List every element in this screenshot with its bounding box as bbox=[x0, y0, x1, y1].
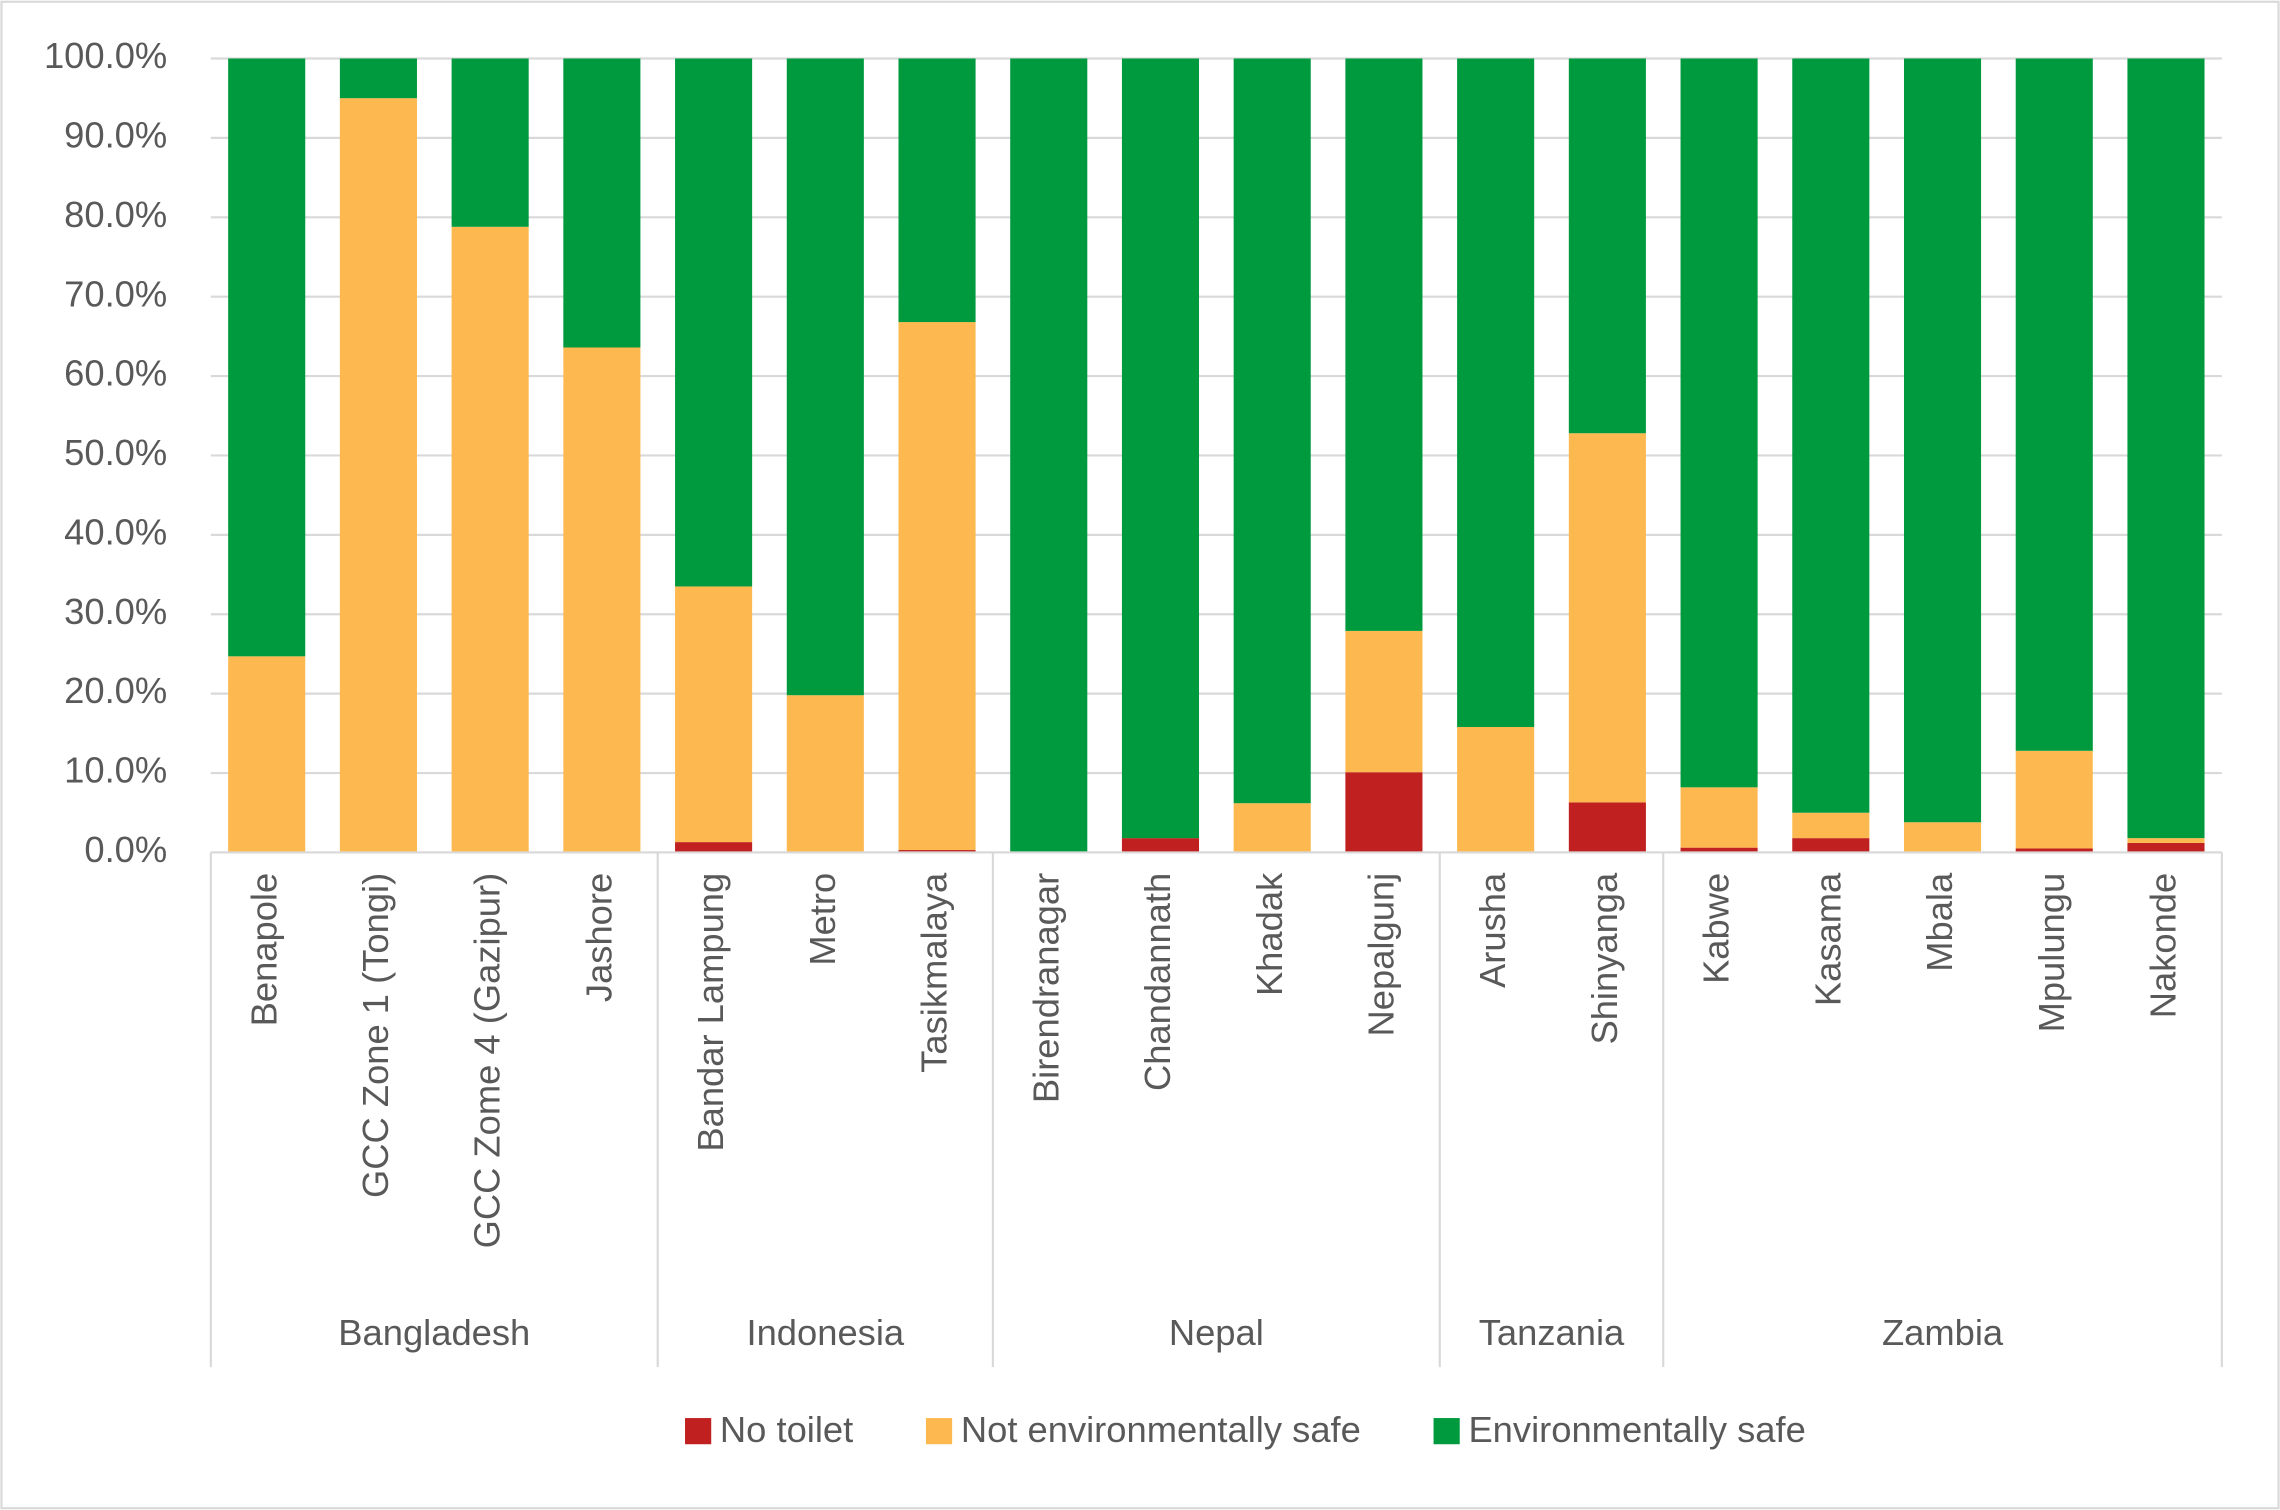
legend-swatch bbox=[925, 1418, 953, 1445]
group-label: Tanzania bbox=[1479, 1312, 1625, 1353]
bar-segment bbox=[898, 322, 976, 851]
bar-segment bbox=[675, 58, 753, 587]
bar-segment bbox=[2127, 842, 2205, 853]
bar-segment bbox=[786, 58, 864, 696]
x-tick-label: Bandar Lampung bbox=[690, 873, 731, 1152]
x-tick-label: Metro bbox=[802, 873, 843, 966]
x-tick-label: Khadak bbox=[1249, 872, 1290, 996]
x-tick-label: Tasikmalaya bbox=[914, 872, 955, 1073]
y-tick-label: 70.0% bbox=[64, 273, 167, 314]
x-tick-label: Shinyanga bbox=[1584, 872, 1625, 1045]
bar-segment bbox=[2127, 838, 2205, 843]
x-tick-label: Kasama bbox=[1807, 872, 1848, 1006]
bar-segment bbox=[898, 58, 976, 323]
legend-label: Not environmentally safe bbox=[961, 1409, 1361, 1450]
y-tick-label: 90.0% bbox=[64, 114, 167, 155]
bar-segment bbox=[451, 58, 529, 227]
bar-segment bbox=[1121, 838, 1200, 853]
bar-segment bbox=[451, 226, 529, 853]
x-tick-label: GCC Zome 4 (Gazipur) bbox=[467, 873, 508, 1249]
bar-segment bbox=[2015, 750, 2093, 849]
bar-segment bbox=[1792, 812, 1870, 839]
bar-segment bbox=[339, 58, 417, 99]
bar-segment bbox=[1680, 58, 1758, 788]
x-tick-label: Birendranagar bbox=[1025, 873, 1066, 1103]
bar-segment bbox=[1568, 58, 1646, 434]
legend-label: Environmentally safe bbox=[1468, 1409, 1805, 1450]
y-tick-label: 100.0% bbox=[44, 35, 167, 76]
group-label: Bangladesh bbox=[338, 1312, 530, 1353]
bar-segment bbox=[1680, 847, 1758, 853]
y-tick-label: 80.0% bbox=[64, 194, 167, 235]
bar-segment bbox=[1233, 58, 1311, 804]
x-tick-label: Nakonde bbox=[2143, 873, 2184, 1018]
y-tick-label: 20.0% bbox=[64, 670, 167, 711]
y-tick-label: 10.0% bbox=[64, 750, 167, 791]
y-tick-label: 30.0% bbox=[64, 591, 167, 632]
group-label: Nepal bbox=[1169, 1312, 1264, 1353]
x-tick-label: GCC Zone 1 (Tongi) bbox=[355, 873, 396, 1198]
y-tick-label: 40.0% bbox=[64, 511, 167, 552]
legend-swatch bbox=[685, 1418, 712, 1445]
group-label: Indonesia bbox=[747, 1312, 905, 1353]
bar-segment bbox=[675, 842, 753, 853]
bar-segment bbox=[1568, 802, 1646, 853]
bar-segment bbox=[1903, 58, 1982, 823]
legend-label: No toilet bbox=[720, 1409, 853, 1450]
bar-segment bbox=[1345, 630, 1423, 773]
bar-segment bbox=[898, 850, 976, 853]
bar-segment bbox=[2015, 848, 2093, 853]
bar-segment bbox=[1792, 838, 1870, 853]
bar-segment bbox=[563, 58, 641, 348]
x-tick-label: Kabwe bbox=[1696, 873, 1737, 984]
bar-segment bbox=[1792, 58, 1870, 813]
bar-segment bbox=[1345, 772, 1423, 853]
x-tick-label: Arusha bbox=[1472, 872, 1513, 988]
bar-segment bbox=[786, 695, 864, 853]
bar-segment bbox=[675, 586, 753, 843]
y-tick-label: 50.0% bbox=[64, 432, 167, 473]
bar-segment bbox=[1568, 433, 1646, 803]
bar-segment bbox=[1680, 787, 1758, 848]
x-tick-label: Chandannath bbox=[1137, 873, 1178, 1091]
bar-segment bbox=[228, 58, 306, 657]
bar-segment bbox=[2015, 58, 2093, 751]
legend-swatch bbox=[1433, 1418, 1460, 1445]
bar-segment bbox=[1233, 803, 1311, 853]
group-label: Zambia bbox=[1882, 1312, 2004, 1353]
bar-segment bbox=[1010, 58, 1088, 853]
x-tick-label: Mpulungu bbox=[2031, 873, 2072, 1033]
y-tick-label: 60.0% bbox=[64, 353, 167, 394]
bar-segment bbox=[339, 98, 417, 853]
x-tick-label: Benapole bbox=[243, 873, 284, 1027]
bar-segment bbox=[1903, 822, 1982, 853]
bar-segment bbox=[1345, 58, 1423, 631]
x-tick-label: Mbala bbox=[1919, 872, 1960, 972]
bar-segment bbox=[1457, 726, 1535, 853]
bar-segment bbox=[2127, 58, 2205, 839]
y-tick-label: 0.0% bbox=[84, 829, 167, 870]
bar-segment bbox=[228, 656, 306, 853]
bar-segment bbox=[1457, 58, 1535, 727]
bar-segment bbox=[1121, 58, 1200, 839]
x-tick-label: Jashore bbox=[578, 873, 619, 1002]
x-tick-label: Nepalgunj bbox=[1361, 873, 1402, 1037]
bar-segment bbox=[563, 347, 641, 853]
